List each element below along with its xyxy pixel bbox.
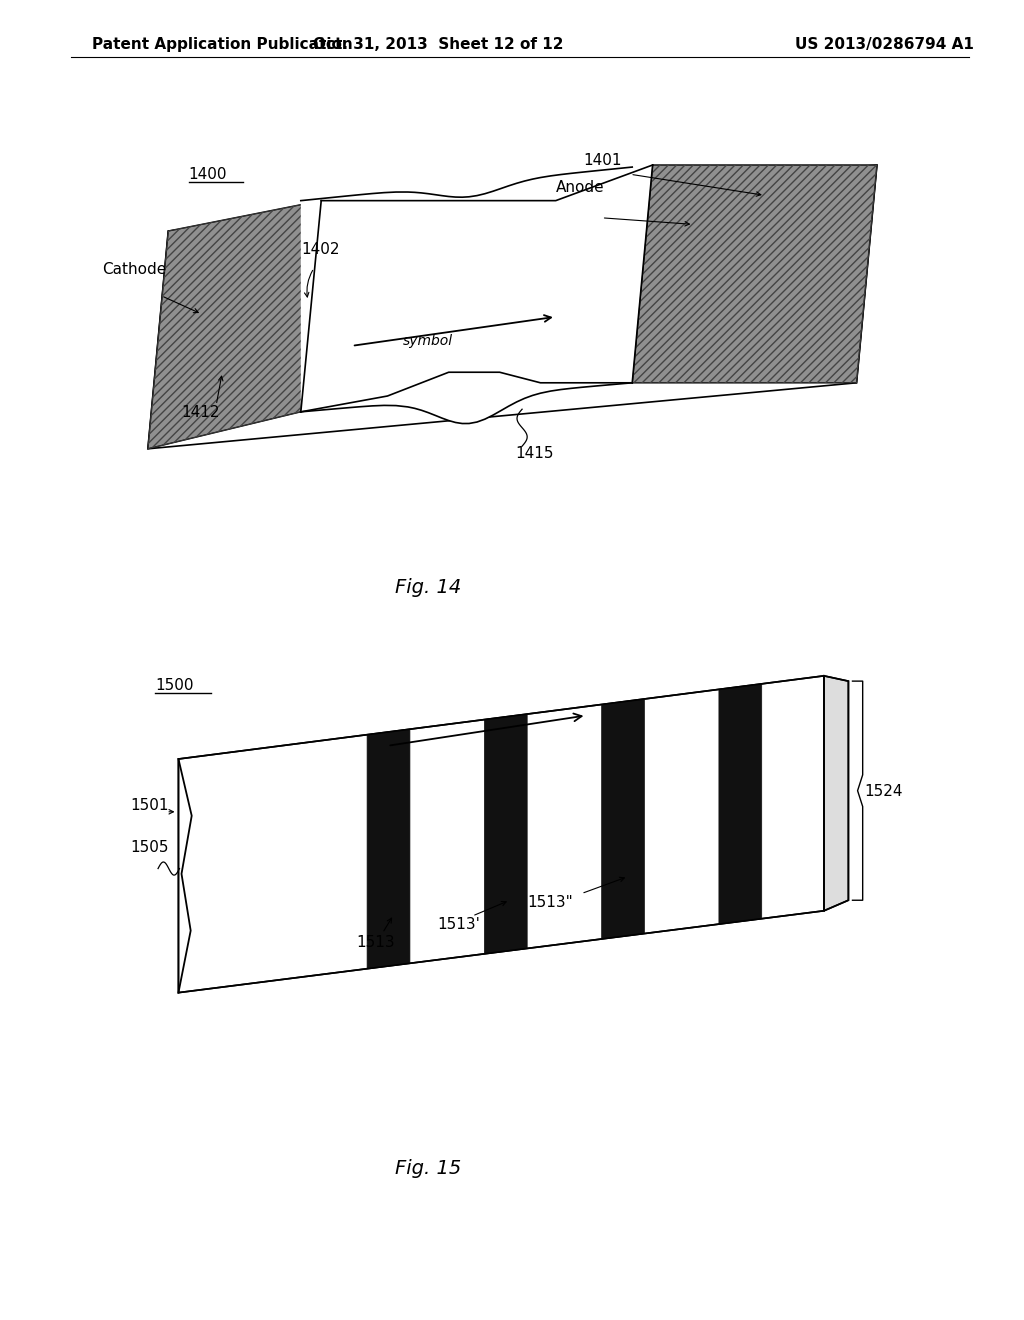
- Text: 1402: 1402: [301, 243, 339, 257]
- Text: 1400: 1400: [188, 168, 227, 182]
- Text: 1401: 1401: [584, 153, 622, 168]
- Polygon shape: [147, 165, 877, 449]
- Text: 1513': 1513': [437, 917, 480, 932]
- Polygon shape: [824, 676, 849, 911]
- Text: 1412: 1412: [181, 405, 220, 420]
- Text: 1505: 1505: [130, 840, 169, 855]
- Text: 1501: 1501: [130, 797, 169, 813]
- Text: Fig. 15: Fig. 15: [395, 1159, 462, 1177]
- Text: 1415: 1415: [515, 446, 553, 461]
- Text: Fig. 14: Fig. 14: [395, 578, 462, 597]
- Text: 1513: 1513: [356, 935, 394, 949]
- Text: Anode: Anode: [556, 181, 604, 195]
- Polygon shape: [602, 700, 644, 939]
- Text: 1513": 1513": [527, 895, 573, 909]
- Text: 1500: 1500: [155, 678, 194, 693]
- Text: Oct. 31, 2013  Sheet 12 of 12: Oct. 31, 2013 Sheet 12 of 12: [313, 37, 564, 51]
- Polygon shape: [632, 165, 877, 383]
- Text: Cathode: Cathode: [102, 263, 166, 277]
- Text: symbol: symbol: [403, 334, 454, 347]
- Polygon shape: [367, 729, 410, 969]
- Polygon shape: [484, 714, 527, 954]
- Polygon shape: [719, 684, 762, 924]
- Polygon shape: [178, 676, 824, 993]
- Text: US 2013/0286794 A1: US 2013/0286794 A1: [796, 37, 974, 51]
- Text: 1524: 1524: [864, 784, 903, 800]
- Polygon shape: [301, 165, 652, 412]
- Polygon shape: [147, 201, 322, 449]
- Text: Patent Application Publication: Patent Application Publication: [92, 37, 352, 51]
- Polygon shape: [301, 168, 632, 424]
